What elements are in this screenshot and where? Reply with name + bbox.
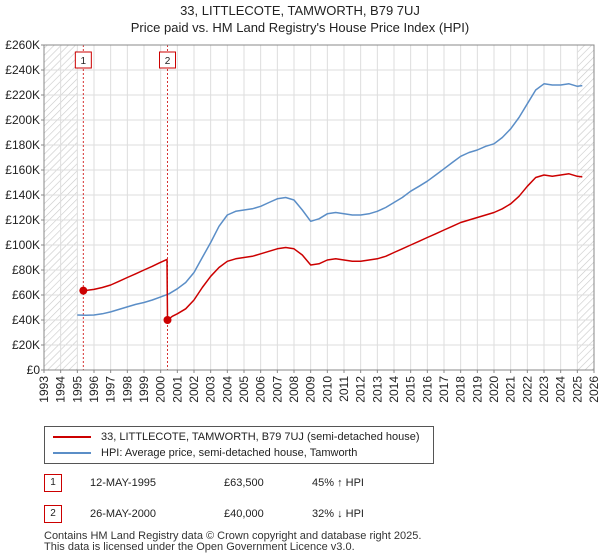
x-tick-label: 2023 xyxy=(537,376,551,403)
hpi-line xyxy=(77,83,583,317)
sale-marker-box-1 xyxy=(74,51,92,69)
sale-point-1 xyxy=(79,286,88,295)
sale-date-2: 26-MAY-2000 xyxy=(90,508,157,520)
x-tick-label: 2024 xyxy=(554,376,568,403)
x-tick-label: 2002 xyxy=(187,376,201,403)
legend: 33, LITTLECOTE, TAMWORTH, B79 7UJ (semi-… xyxy=(44,426,434,464)
legend-item-property: 33, LITTLECOTE, TAMWORTH, B79 7UJ (semi-… xyxy=(53,429,420,445)
plot-frame xyxy=(43,44,595,371)
y-tick-label: £40K xyxy=(12,313,40,327)
sale-hpi-1: 45% ↑ HPI xyxy=(312,477,364,489)
x-tick-label: 1996 xyxy=(87,376,101,403)
x-tick-label: 2016 xyxy=(420,376,434,403)
sale-marker-label-1: 1 xyxy=(81,56,87,67)
footer-line-2: This data is licensed under the Open Gov… xyxy=(44,541,355,553)
legend-item-hpi: HPI: Average price, semi-detached house,… xyxy=(53,445,357,461)
chart-subtitle: Price paid vs. HM Land Registry's House … xyxy=(130,20,470,35)
legend-label-hpi: HPI: Average price, semi-detached house,… xyxy=(101,447,358,459)
x-tick-label: 2014 xyxy=(387,376,401,403)
x-tick-label: 2026 xyxy=(587,376,600,403)
x-tick-label: 2004 xyxy=(220,376,234,403)
footer-line-1: Contains HM Land Registry data © Crown c… xyxy=(44,530,422,542)
x-tick-label: 2001 xyxy=(170,376,184,403)
chart-title: 33, LITTLECOTE, TAMWORTH, B79 7UJ Price … xyxy=(0,2,600,36)
x-tick-label: 2020 xyxy=(487,376,501,403)
x-tick-label: 2007 xyxy=(270,376,284,403)
sale-hpi-2: 32% ↓ HPI xyxy=(312,508,364,520)
sale-date-1: 12-MAY-1995 xyxy=(90,477,157,489)
sale-price-2: £40,000 xyxy=(224,508,264,520)
x-tick-label: 2018 xyxy=(454,376,468,403)
property-price-line xyxy=(83,173,583,321)
x-tick-label: 2011 xyxy=(337,376,351,402)
x-tick-label: 2015 xyxy=(404,376,418,403)
y-tick-label: £180K xyxy=(5,138,40,152)
y-tick-label: £140K xyxy=(5,188,40,202)
y-tick-label: £160K xyxy=(5,163,40,177)
sale-badge-1: 1 xyxy=(44,474,62,492)
y-tick-label: £60K xyxy=(12,288,40,302)
x-tick-label: 2012 xyxy=(354,376,368,403)
y-tick-label: £100K xyxy=(5,238,40,252)
y-tick-label: £200K xyxy=(5,113,40,127)
sale-marker-label-2: 2 xyxy=(165,56,171,67)
y-tick-label: £0 xyxy=(27,363,41,377)
x-tick-label: 1999 xyxy=(137,376,151,403)
footer: Contains HM Land Registry data © Crown c… xyxy=(44,531,421,553)
y-tick-label: £80K xyxy=(12,263,40,277)
x-tick-label: 2000 xyxy=(154,376,168,403)
sale-marker-box-2 xyxy=(159,51,176,69)
legend-label-property: 33, LITTLECOTE, TAMWORTH, B79 7UJ (semi-… xyxy=(101,431,420,443)
x-tick-label: 2010 xyxy=(320,376,334,403)
x-tick-label: 2009 xyxy=(304,376,318,403)
x-tick-label: 1998 xyxy=(120,376,134,403)
sale-price-1: £63,500 xyxy=(224,477,264,489)
y-tick-label: £20K xyxy=(12,338,40,352)
sale-point-2 xyxy=(163,316,172,324)
x-tick-label: 1995 xyxy=(70,376,84,403)
price-chart: 1 2 £0 £20K £40K £60K £80K £100K £120K £140K £160… xyxy=(5,38,600,403)
x-tick-label: 1994 xyxy=(54,376,68,403)
x-tick-label: 2013 xyxy=(370,376,384,403)
y-tick-label: £260K xyxy=(5,38,40,52)
hatched-range-2 xyxy=(577,45,594,370)
x-tick-label: 2019 xyxy=(470,376,484,403)
y-tick-label: £120K xyxy=(5,213,40,227)
x-tick-label: 2005 xyxy=(237,376,251,403)
y-tick-label: £220K xyxy=(5,88,40,102)
x-tick-label: 2017 xyxy=(437,376,451,403)
x-tick-label: 1993 xyxy=(37,376,51,403)
x-tick-label: 2025 xyxy=(570,376,584,403)
sale-badge-2: 2 xyxy=(44,505,62,523)
x-tick-label: 2008 xyxy=(287,376,301,403)
chart-title-main: 33, LITTLECOTE, TAMWORTH, B79 7UJ xyxy=(180,3,420,18)
legend-swatch-property xyxy=(53,436,91,438)
x-tick-label: 2006 xyxy=(254,376,268,403)
x-tick-label: 2003 xyxy=(204,376,218,403)
legend-swatch-hpi xyxy=(53,452,91,454)
y-tick-label: £240K xyxy=(5,63,40,77)
x-tick-label: 2022 xyxy=(520,376,534,403)
x-tick-label: 1997 xyxy=(104,376,118,403)
x-tick-label: 2021 xyxy=(504,376,518,403)
